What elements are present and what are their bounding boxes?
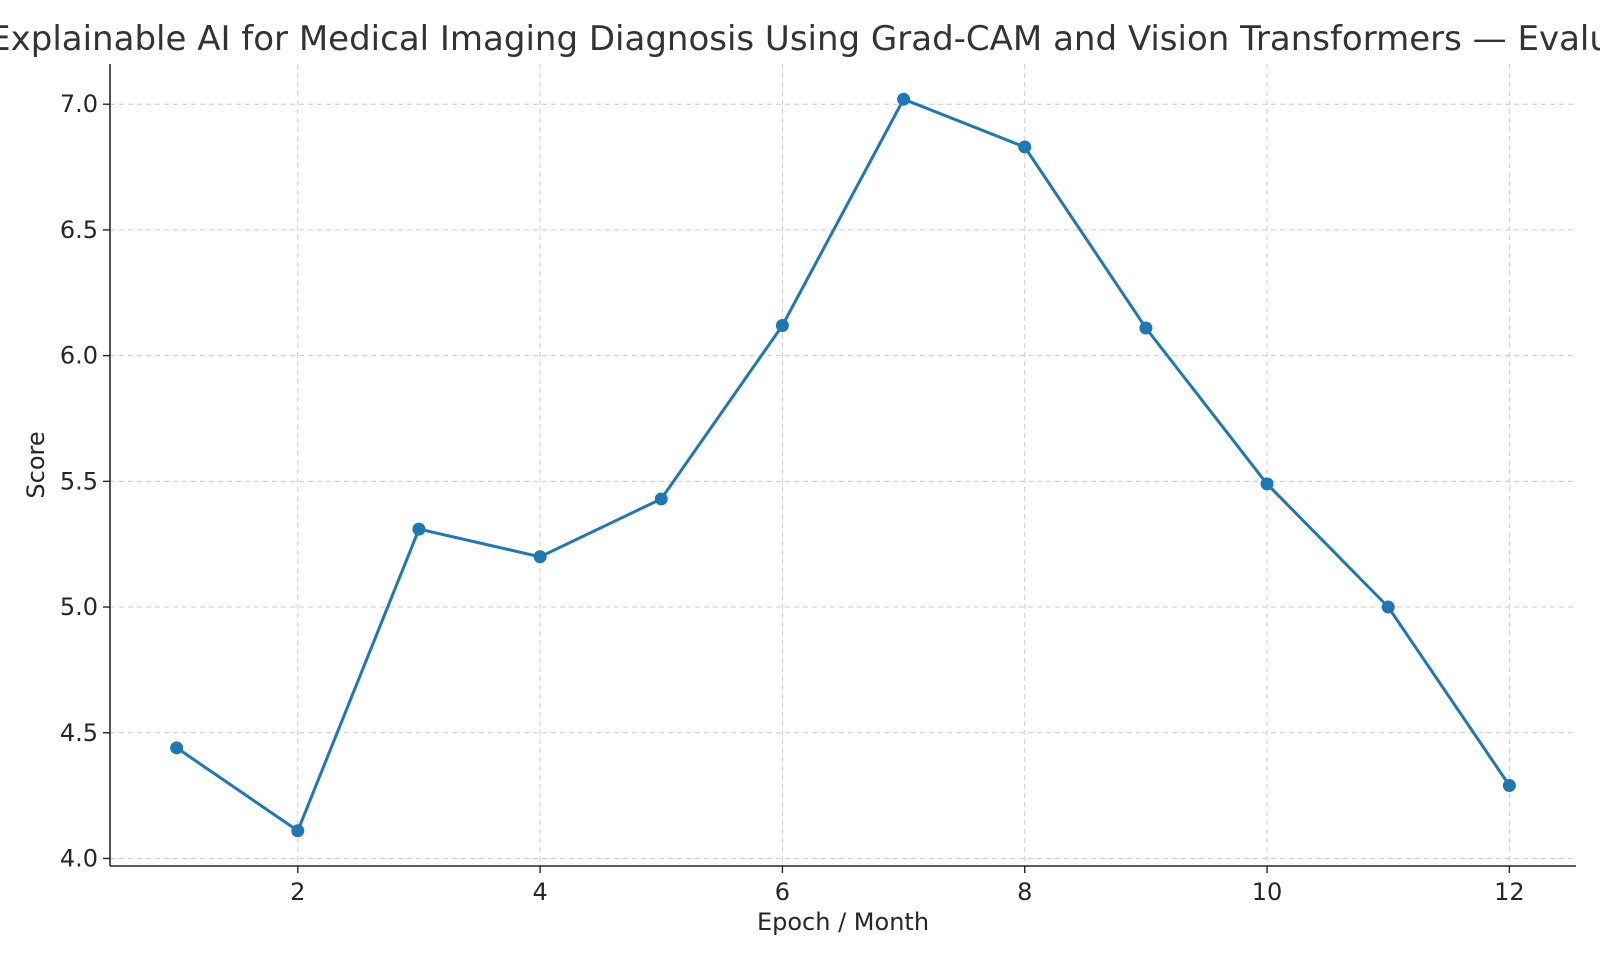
data-point (1381, 600, 1395, 614)
x-tick-label: 10 (1252, 878, 1283, 906)
ticks-layer: 2 4 6 8 10 12 4.0 4.5 5.0 5.5 6.0 6.5 7.0 (60, 90, 1525, 906)
data-point (1502, 779, 1516, 793)
x-tick-label: 6 (775, 878, 790, 906)
x-tick-label: 4 (532, 878, 547, 906)
x-tick-label: 12 (1494, 878, 1525, 906)
chart-title: Explainable AI for Medical Imaging Diagn… (0, 19, 1600, 59)
data-point (775, 318, 789, 332)
data-point (1260, 477, 1274, 491)
series-layer (170, 92, 1516, 838)
data-point (654, 492, 668, 506)
y-tick-label: 5.0 (60, 593, 98, 621)
x-tick-label: 8 (1017, 878, 1032, 906)
series-line (175, 97, 1511, 833)
axes-layer (109, 64, 1576, 867)
y-tick-label: 7.0 (60, 90, 98, 118)
y-tick-label: 6.5 (60, 216, 98, 244)
grid-layer (110, 64, 1576, 866)
x-axis-label: Epoch / Month (757, 908, 929, 936)
y-axis-label: Score (22, 431, 50, 498)
data-point (170, 741, 184, 755)
data-point (533, 550, 547, 564)
data-point (1139, 321, 1153, 335)
data-point (897, 92, 911, 106)
x-tick-label: 2 (290, 878, 305, 906)
data-point (412, 522, 426, 536)
y-tick-label: 4.5 (60, 719, 98, 747)
y-tick-label: 6.0 (60, 342, 98, 370)
data-point (1018, 140, 1032, 154)
data-point (291, 824, 305, 838)
y-tick-label: 4.0 (60, 844, 98, 872)
y-tick-label: 5.5 (60, 467, 98, 495)
